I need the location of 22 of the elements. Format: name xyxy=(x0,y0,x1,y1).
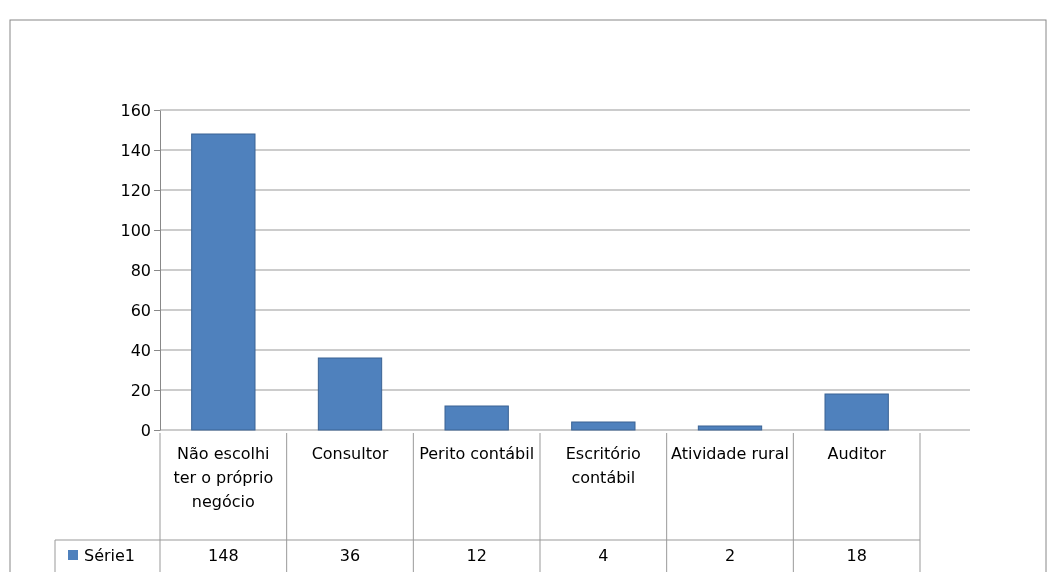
x-tick-label: Perito contábil xyxy=(419,444,535,463)
data-label: 4 xyxy=(598,546,609,565)
x-tick-label: Não escolhi ter o próprio negócio xyxy=(173,444,274,511)
data-label: 12 xyxy=(466,546,487,565)
data-label: 2 xyxy=(724,546,736,565)
y-tick-label: 120 xyxy=(120,180,151,200)
y-tick-label: 160 xyxy=(120,100,151,120)
y-tick-label: 0 xyxy=(140,420,151,440)
y-tick-label: 140 xyxy=(120,140,151,160)
y-tick-label: 100 xyxy=(120,220,151,240)
data-label: 18 xyxy=(846,546,867,565)
data-label: 36 xyxy=(339,546,361,565)
x-tick-label: Atividade rural xyxy=(671,444,789,463)
x-tick-label: Auditor xyxy=(827,444,887,463)
data-label: 148 xyxy=(208,546,239,565)
x-tick-label: Consultor xyxy=(311,444,389,463)
y-tick-label: 40 xyxy=(130,340,151,360)
y-tick-label: 20 xyxy=(130,380,151,400)
x-tick-label: Escritório contábil xyxy=(565,444,641,487)
legend-label: Série1 xyxy=(84,546,136,565)
y-tick-label: 80 xyxy=(130,260,151,280)
y-tick-label: 60 xyxy=(130,300,151,320)
